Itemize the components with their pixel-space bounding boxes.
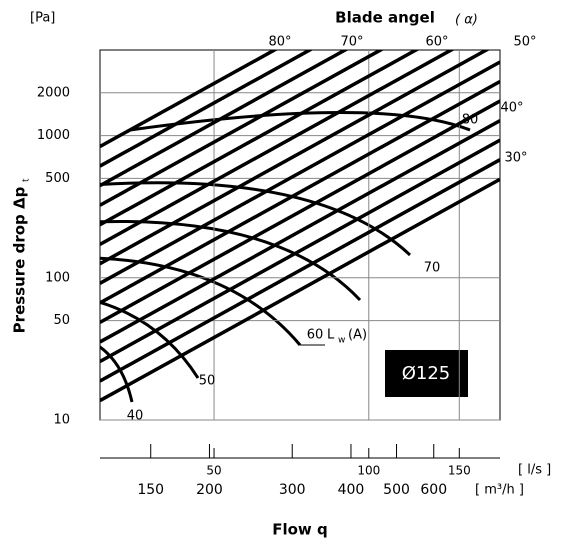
blade-line bbox=[100, 177, 500, 403]
x-tick-label: 150 bbox=[448, 464, 471, 478]
lines bbox=[100, 50, 500, 403]
blade-line bbox=[100, 99, 500, 324]
blade-line bbox=[100, 50, 420, 227]
y-label-sub: t bbox=[22, 178, 32, 182]
y-tick-label: 500 bbox=[45, 171, 70, 186]
x2-tick-label: 150 bbox=[137, 482, 164, 498]
y-label: Pressure drop Δp bbox=[11, 186, 29, 333]
x2-tick-label: 300 bbox=[279, 482, 306, 498]
angle-label: 30° bbox=[504, 151, 527, 166]
blade-line bbox=[100, 138, 500, 364]
angle-label: 70° bbox=[340, 35, 363, 50]
sound-label: 40 bbox=[127, 409, 144, 424]
blade-line bbox=[100, 60, 500, 285]
x-label: Flow q bbox=[272, 521, 328, 539]
sound-label: 80 bbox=[462, 113, 479, 128]
blade-line bbox=[100, 50, 349, 188]
x-unit: [ l/s ] bbox=[518, 463, 551, 478]
angle-label: 50° bbox=[513, 35, 536, 50]
blade-line bbox=[100, 158, 500, 383]
y-tick-label: 50 bbox=[53, 313, 70, 328]
title: Blade angel bbox=[335, 9, 435, 27]
blade-line bbox=[100, 119, 500, 344]
x-tick-label: 50 bbox=[206, 464, 221, 478]
sound-unit-sub: w bbox=[338, 336, 345, 346]
sound-label: 70 bbox=[424, 261, 441, 276]
x2-unit: [ m³/h ] bbox=[475, 483, 524, 498]
sound-curve bbox=[100, 256, 302, 346]
angle-label: 40° bbox=[500, 101, 523, 116]
x2-tick-label: 600 bbox=[420, 482, 447, 498]
blade-line bbox=[100, 79, 500, 305]
sound-curve bbox=[100, 181, 412, 257]
blade-line bbox=[100, 50, 385, 207]
sound-unit: L bbox=[327, 328, 335, 343]
title-symbol: ( α) bbox=[455, 13, 478, 28]
x2-tick-label: 500 bbox=[383, 482, 410, 498]
y-tick-label: 1000 bbox=[37, 128, 70, 143]
angle-label: 60° bbox=[425, 35, 448, 50]
blade-line bbox=[100, 50, 279, 149]
x2-tick-label: 200 bbox=[196, 482, 223, 498]
size-box bbox=[385, 350, 468, 397]
sound-label: 60 bbox=[307, 328, 324, 343]
sound-label: 50 bbox=[199, 374, 216, 389]
blade-line bbox=[100, 50, 490, 266]
y-unit: [Pa] bbox=[30, 11, 55, 26]
angle-label: 80° bbox=[268, 35, 291, 50]
x-tick-label: 100 bbox=[357, 464, 380, 478]
x2-tick-label: 400 bbox=[338, 482, 365, 498]
y-label-group: Pressure drop Δp t bbox=[11, 178, 32, 333]
size-label: Ø125 bbox=[402, 363, 451, 384]
y-tick-label: 10 bbox=[53, 413, 70, 428]
sound-unit-suffix: (A) bbox=[348, 328, 367, 343]
y-tick-label: 2000 bbox=[37, 85, 70, 100]
y-tick-label: 100 bbox=[45, 270, 70, 285]
sound-curve bbox=[100, 300, 200, 379]
sound-curve bbox=[100, 345, 134, 403]
blade-line bbox=[100, 50, 314, 168]
blade-line bbox=[100, 50, 455, 246]
